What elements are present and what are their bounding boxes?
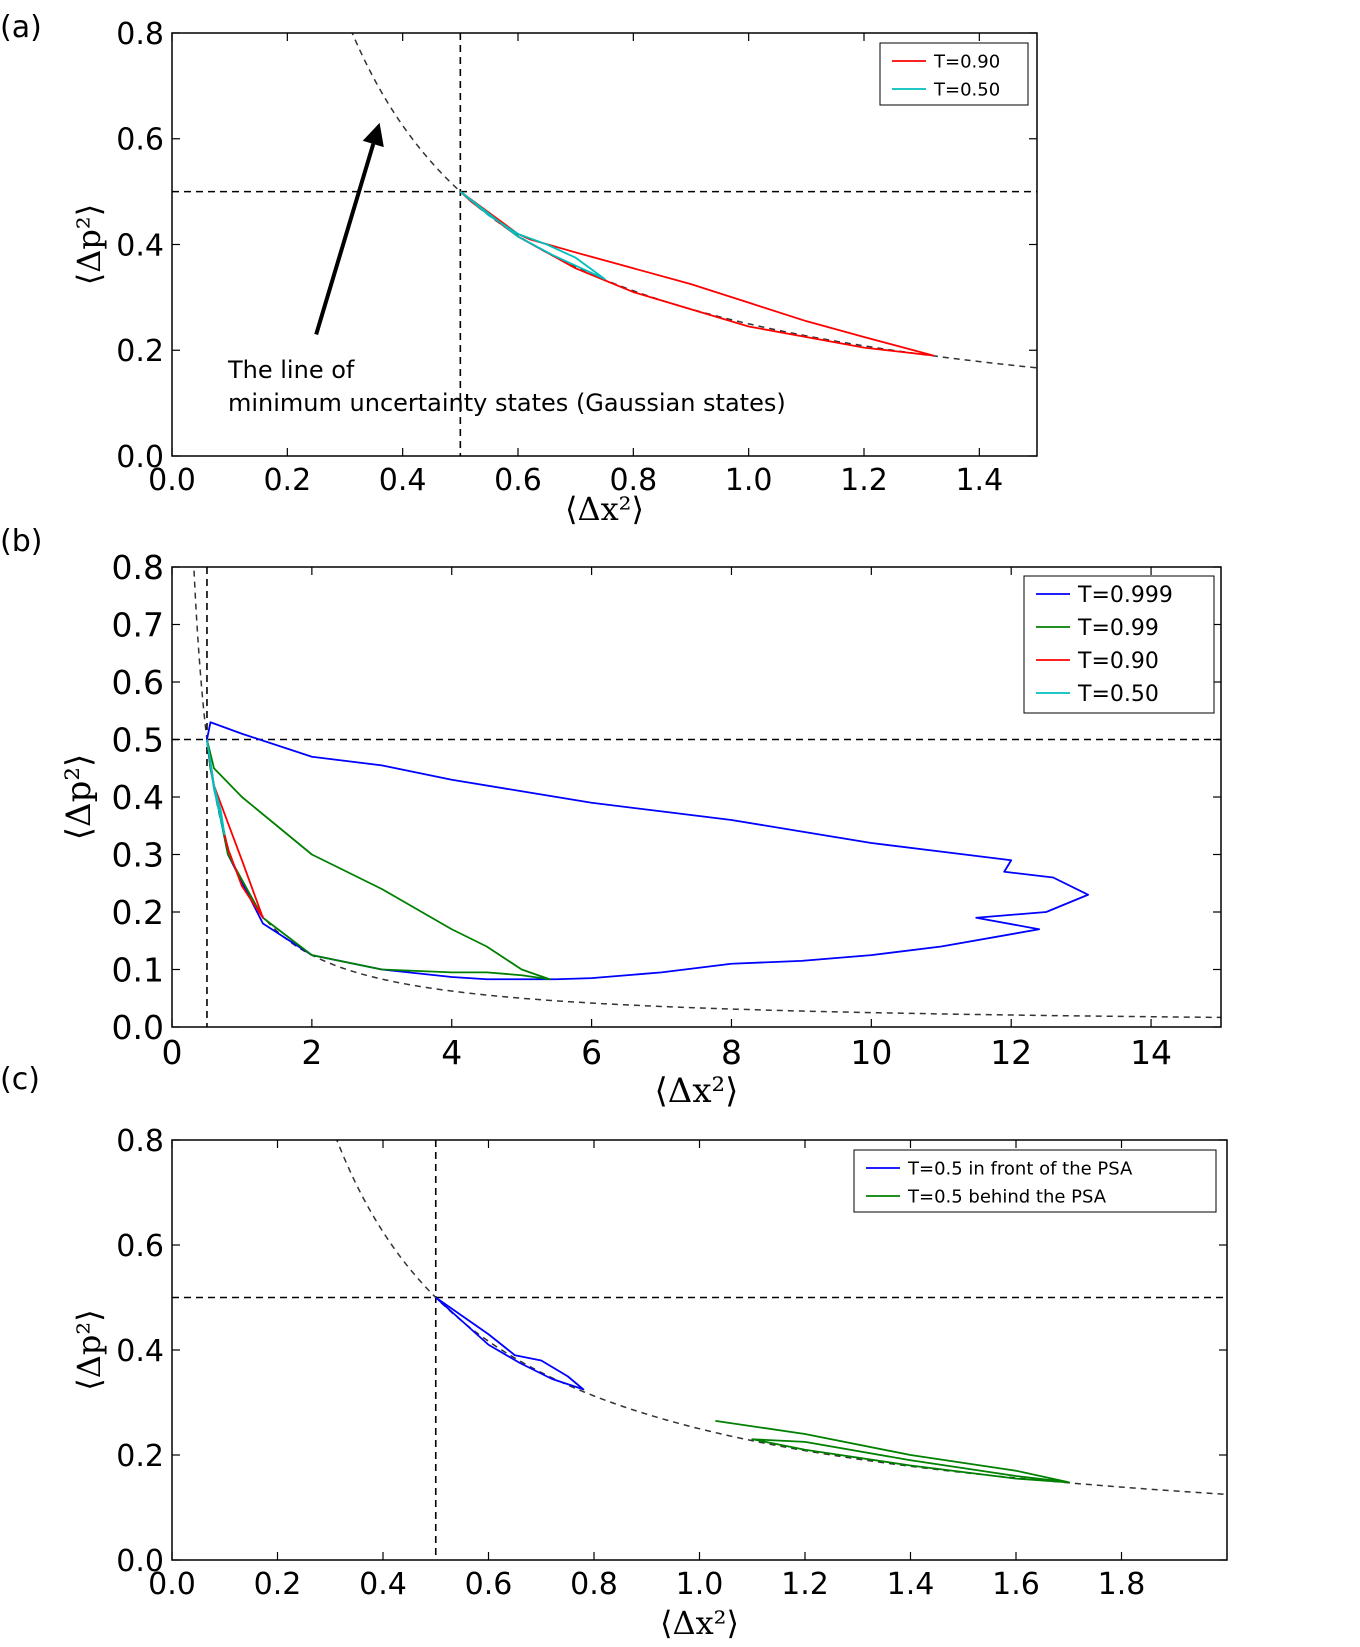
annotation-arrow-shaft <box>314 143 376 335</box>
x-axis-label: ⟨Δx²⟩ <box>655 1071 739 1111</box>
y-tick-label: 0.6 <box>112 663 164 702</box>
legend: T=0.5 in front of the PSA T=0.5 behind th… <box>853 1149 1217 1213</box>
x-tick-label: 1.0 <box>725 463 773 498</box>
series-line-2 <box>459 190 606 280</box>
legend: T=0.999 T=0.99 T=0.90 T=0.50 <box>1023 575 1215 714</box>
legend-box <box>1023 575 1215 714</box>
y-tick-label: 0.5 <box>112 720 164 759</box>
minimum-uncertainty-curve <box>193 570 1221 1019</box>
x-tick-label: 1.0 <box>676 1567 724 1602</box>
chart-panel-3: 0.0 0.2 0.4 0.6 0.8 1.0 1.2 1.4 1.6 1.8 0.0 0.2 0.4 0… <box>70 1124 1228 1642</box>
x-tick-label: 1.6 <box>992 1567 1040 1602</box>
x-tick-label: 0.2 <box>263 463 311 498</box>
y-tick-label: 0.1 <box>112 950 164 989</box>
y-tick-label: 0.0 <box>112 1008 164 1047</box>
x-tick-label: 0.4 <box>359 1567 407 1602</box>
legend-label-1: T=0.5 in front of the PSA <box>907 1158 1133 1179</box>
x-tick-label: 4 <box>441 1033 462 1072</box>
x-tick-label: 1.2 <box>840 463 888 498</box>
y-tick-label: 0.8 <box>116 17 164 52</box>
annotation-text-line-1: The line of <box>227 356 355 384</box>
x-tick-label: 0.4 <box>379 463 427 498</box>
legend: T=0.90 T=0.50 <box>879 42 1029 106</box>
x-axis-label: ⟨Δx²⟩ <box>660 1604 739 1642</box>
x-tick-label: 14 <box>1130 1033 1172 1072</box>
y-tick-label: 0.0 <box>116 440 164 475</box>
legend-label-2: T=0.50 <box>933 79 1000 100</box>
series-line-1 <box>206 721 1090 981</box>
x-tick-label: 12 <box>990 1033 1032 1072</box>
y-tick-label: 0.2 <box>116 334 164 369</box>
y-axis-label: ⟨Δp²⟩ <box>70 204 108 285</box>
y-tick-label: 0.2 <box>116 1439 164 1474</box>
x-tick-label: 8 <box>721 1033 742 1072</box>
legend-label-1: T=0.90 <box>933 51 1000 72</box>
panel-label-c: (c) <box>0 1062 40 1097</box>
y-tick-label: 0.0 <box>116 1544 164 1579</box>
y-tick-label: 0.2 <box>112 893 164 932</box>
legend-label-1: T=0.999 <box>1077 583 1173 608</box>
plot-area <box>172 567 1221 1027</box>
x-tick-label: 1.4 <box>887 1567 935 1602</box>
y-tick-label: 0.6 <box>116 123 164 158</box>
y-tick-label: 0.7 <box>112 605 164 644</box>
series-line-4 <box>206 739 226 836</box>
x-tick-label: 0.6 <box>465 1567 513 1602</box>
legend-label-3: T=0.90 <box>1077 649 1159 674</box>
x-tick-label: 1.2 <box>781 1567 829 1602</box>
legend-label-4: T=0.50 <box>1077 682 1159 707</box>
x-tick-label: 1.4 <box>955 463 1003 498</box>
chart-panel-2: 0 2 4 6 8 10 12 14 0.0 0.1 0.2 0.3 0.4 0.5 0.6 0.7 0.8 ⟨Δ… <box>59 548 1222 1111</box>
legend-label-2: T=0.5 behind the PSA <box>907 1186 1107 1207</box>
plot-area <box>172 1140 1227 1560</box>
x-tick-label: 2 <box>301 1033 322 1072</box>
legend-box <box>879 42 1029 106</box>
series-line-1 <box>435 1296 585 1391</box>
plot-area <box>172 33 1037 456</box>
y-tick-label: 0.3 <box>112 835 164 874</box>
annotation-arrow-head <box>362 122 384 148</box>
x-tick-label: 0.8 <box>570 1567 618 1602</box>
y-tick-label: 0.8 <box>112 548 164 587</box>
y-tick-label: 0.4 <box>112 778 164 817</box>
y-axis-label: ⟨Δp²⟩ <box>59 754 99 840</box>
legend-box <box>853 1149 1217 1213</box>
series-line-3 <box>206 739 264 919</box>
y-tick-label: 0.4 <box>116 1334 164 1369</box>
y-tick-label: 0.6 <box>116 1229 164 1264</box>
x-tick-label: 0.0 <box>148 463 196 498</box>
x-tick-label: 0.8 <box>609 463 657 498</box>
annotation-text-line-2: minimum uncertainty states (Gaussian sta… <box>228 389 786 417</box>
series-line-1 <box>459 190 935 357</box>
x-tick-label: 0.6 <box>494 463 542 498</box>
y-tick-label: 0.4 <box>116 228 164 263</box>
x-tick-label: 0.0 <box>148 1567 196 1602</box>
y-axis-label: ⟨Δp²⟩ <box>70 1309 108 1390</box>
panel-label-a: (a) <box>0 10 42 45</box>
legend-label-2: T=0.99 <box>1077 616 1159 641</box>
chart-panel-1: 0.0 0.2 0.4 0.6 0.8 1.0 1.2 1.40.00.20.40.60.8⟨… <box>70 17 1038 528</box>
series-line-2 <box>715 1419 1070 1484</box>
x-tick-label: 6 <box>581 1033 602 1072</box>
x-tick-label: 10 <box>850 1033 892 1072</box>
x-tick-label: 0.2 <box>254 1567 302 1602</box>
series-line-2 <box>206 739 551 981</box>
panel-label-b: (b) <box>0 524 43 559</box>
x-tick-label: 1.8 <box>1098 1567 1146 1602</box>
x-tick-label: 0 <box>162 1033 183 1072</box>
x-axis-label: ⟨Δx²⟩ <box>565 490 644 528</box>
y-tick-label: 0.8 <box>116 1124 164 1159</box>
